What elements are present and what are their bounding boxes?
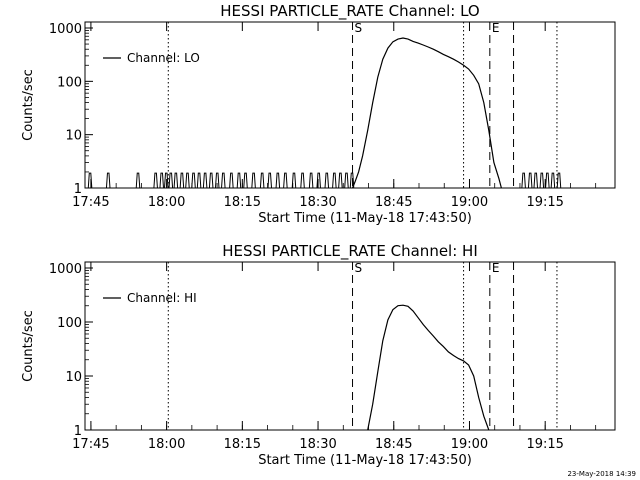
background-spike — [208, 172, 214, 189]
background-spike — [283, 172, 288, 189]
hi-channel-panel: HESSI PARTICLE_RATE Channel: HI 1 10 100 100… — [21, 242, 616, 468]
x-tick-label: 17:45 — [72, 195, 109, 210]
background-spike — [308, 172, 314, 189]
background-spike — [251, 172, 256, 189]
x-axis-label: Start Time (11-May-18 17:43:50) — [258, 211, 472, 226]
chart-title: HESSI PARTICLE_RATE Channel: LO — [220, 2, 479, 21]
lo-channel-panel: HESSI PARTICLE_RATE Channel: LO 1 10 100 100… — [21, 2, 616, 226]
background-spike — [259, 172, 265, 189]
background-spike — [344, 172, 349, 189]
background-spike — [196, 172, 202, 189]
plot-frame — [84, 21, 616, 189]
x-tick-label: 19:15 — [526, 195, 563, 210]
x-tick-label: 19:00 — [451, 195, 488, 210]
background-spike — [168, 172, 174, 189]
plot-frame — [84, 261, 616, 431]
background-spike — [324, 172, 330, 189]
y-tick-label: 1000 — [49, 22, 82, 37]
background-spike — [539, 172, 545, 189]
y-axis-label: Counts/sec — [21, 69, 36, 141]
background-spike — [202, 172, 208, 189]
background-spike — [185, 172, 190, 189]
x-tick-label: 18:00 — [148, 195, 185, 210]
x-tick-label: 18:45 — [375, 437, 412, 452]
x-tick-label: 17:45 — [72, 437, 109, 452]
background-spike — [173, 172, 179, 189]
y-tick-label: 100 — [57, 75, 82, 90]
background-spike — [236, 172, 242, 189]
background-spike — [214, 172, 220, 189]
background-spike — [267, 172, 273, 189]
y-tick-label: 1 — [74, 424, 82, 439]
series-line — [351, 37, 502, 189]
background-spike — [291, 172, 297, 189]
background-spike — [243, 172, 248, 189]
background-spike — [135, 172, 141, 189]
y-tick-label: 1000 — [49, 262, 82, 277]
y-tick-label: 1 — [74, 182, 82, 197]
marker-label: E — [492, 261, 500, 275]
background-spike — [533, 172, 539, 189]
marker-label: S — [355, 261, 363, 275]
marker-label: S — [355, 21, 363, 35]
background-spike — [105, 172, 111, 189]
background-spike — [300, 172, 305, 189]
background-spike — [153, 172, 158, 189]
y-axis-label: Counts/sec — [21, 310, 36, 382]
background-spike — [550, 172, 556, 189]
series-line — [367, 304, 490, 431]
x-tick-label: 19:15 — [526, 437, 563, 452]
y-tick-label: 100 — [57, 316, 82, 331]
x-tick-label: 18:30 — [299, 437, 336, 452]
marker-label: E — [492, 21, 500, 35]
background-spike — [527, 172, 533, 189]
x-axis-label: Start Time (11-May-18 17:43:50) — [258, 453, 472, 468]
y-tick-label: 10 — [65, 370, 82, 385]
background-spike — [191, 172, 196, 189]
footer-timestamp: 23-May-2018 14:39 — [567, 470, 636, 478]
background-spike — [521, 172, 526, 189]
x-tick-label: 18:15 — [224, 437, 261, 452]
x-tick-label: 18:45 — [375, 195, 412, 210]
legend-label: Channel: LO — [127, 51, 200, 65]
x-tick-label: 18:15 — [224, 195, 261, 210]
x-tick-label: 18:30 — [299, 195, 336, 210]
x-tick-label: 19:00 — [451, 437, 488, 452]
chart-title: HESSI PARTICLE_RATE Channel: HI — [222, 242, 478, 261]
background-spike — [556, 172, 562, 189]
background-spike — [275, 172, 281, 189]
y-tick-label: 10 — [65, 129, 82, 144]
background-spike — [545, 172, 550, 189]
background-spike — [179, 172, 185, 189]
background-spike — [87, 172, 93, 189]
background-spike — [159, 172, 164, 189]
background-spike — [332, 172, 337, 189]
background-spike — [349, 172, 355, 189]
background-spike — [316, 172, 321, 189]
background-spike — [221, 172, 226, 189]
legend-label: Channel: HI — [127, 291, 197, 305]
background-spike — [229, 172, 234, 189]
background-spike — [164, 172, 169, 189]
background-spike — [338, 172, 343, 189]
x-tick-label: 18:00 — [148, 437, 185, 452]
